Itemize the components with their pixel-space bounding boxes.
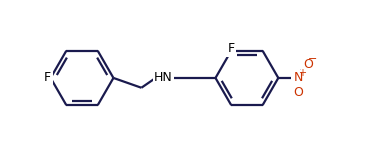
Text: +: + xyxy=(298,68,306,78)
Text: −: − xyxy=(308,54,318,64)
Text: F: F xyxy=(44,71,51,84)
Text: F: F xyxy=(228,42,235,55)
Text: HN: HN xyxy=(154,71,173,84)
Text: N: N xyxy=(293,71,303,84)
Text: O: O xyxy=(303,58,313,71)
Text: O: O xyxy=(293,86,303,99)
